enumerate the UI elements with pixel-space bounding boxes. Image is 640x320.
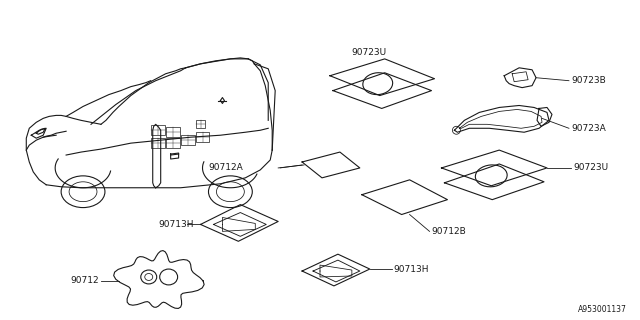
Bar	[151, 125, 164, 135]
Bar	[151, 138, 164, 148]
Bar	[196, 132, 209, 142]
Text: 90712A: 90712A	[209, 164, 243, 172]
Bar	[166, 138, 180, 148]
Text: 90723U: 90723U	[352, 48, 387, 57]
Text: 90713H: 90713H	[159, 220, 194, 229]
Bar	[180, 135, 195, 145]
Text: 90723U: 90723U	[573, 164, 608, 172]
Text: 90723B: 90723B	[571, 76, 605, 85]
Bar	[166, 127, 180, 137]
Text: 90712B: 90712B	[431, 227, 467, 236]
Text: 90712: 90712	[70, 276, 99, 285]
Bar	[196, 120, 205, 128]
Text: A953001137: A953001137	[578, 305, 627, 314]
Text: 90713H: 90713H	[394, 265, 429, 274]
Text: 90723A: 90723A	[571, 124, 605, 133]
